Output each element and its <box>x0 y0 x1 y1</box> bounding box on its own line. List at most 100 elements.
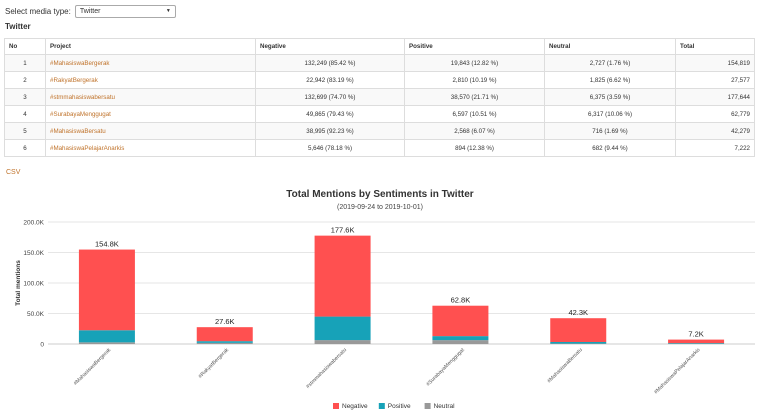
chevron-down-icon: ▼ <box>165 8 171 14</box>
cell-no: 6 <box>4 139 46 157</box>
project-link[interactable]: #SurabayaMenggugat <box>45 105 256 123</box>
column-header-project[interactable]: Project <box>45 38 256 55</box>
column-header-negative[interactable]: Negative <box>255 38 405 55</box>
sentiment-table: No Project Negative Positive Neutral Tot… <box>4 38 755 157</box>
bar-total-label: 177.6K <box>331 226 355 235</box>
legend-swatch-negative <box>333 403 339 409</box>
bar-negative <box>196 327 253 342</box>
project-link[interactable]: #MahasiswaBersatu <box>45 122 256 140</box>
column-header-no[interactable]: No <box>4 38 46 55</box>
x-axis: #MahasiswaBergerak #RakyatBergerak #stmmah… <box>73 347 702 396</box>
chart-legend: Negative Positive Neutral <box>333 403 455 410</box>
table-row: 4 #SurabayaMenggugat 49,865 (79.43 %) 6,… <box>4 105 755 123</box>
media-type-selector: Select media type: Twitter ▼ <box>5 4 176 18</box>
bar-positive <box>668 343 725 344</box>
cell-total: 177,644 <box>675 88 755 106</box>
x-tick-label: #stmmahasiswabersatu <box>305 347 348 390</box>
bar-negative <box>432 305 489 337</box>
bar-negative <box>550 318 607 342</box>
project-link[interactable]: #RakyatBergerak <box>45 71 256 89</box>
y-axis-label: Total mentions <box>15 260 22 306</box>
project-link[interactable]: #MahasiswaBergerak <box>45 54 256 72</box>
x-tick-label: #MahasiswaBersatu <box>546 347 583 384</box>
bar-total-label: 7.2K <box>688 330 703 339</box>
cell-negative: 38,995 (92.23 %) <box>255 122 405 140</box>
cell-neutral: 2,727 (1.76 %) <box>544 54 676 72</box>
cell-positive: 894 (12.38 %) <box>404 139 545 157</box>
bar-positive <box>432 336 489 341</box>
bar-total-label: 62.8K <box>451 296 471 305</box>
csv-download-link[interactable]: CSV <box>6 169 21 176</box>
cell-total: 7,222 <box>675 139 755 157</box>
y-tick-label: 50.0K <box>27 311 45 318</box>
legend-swatch-positive <box>378 403 385 409</box>
cell-neutral: 6,317 (10.06 %) <box>544 105 676 123</box>
cell-total: 27,577 <box>675 71 755 89</box>
x-tick-label: #MahasiswaBergerak <box>73 347 113 387</box>
bar-negative <box>668 339 725 344</box>
table-row: 1 #MahasiswaBergerak 132,249 (85.42 %) 1… <box>4 54 755 72</box>
chart-subtitle: (2019-09-24 to 2019-10-01) <box>336 204 423 211</box>
bar-positive <box>78 330 135 343</box>
cell-no: 4 <box>4 105 46 123</box>
x-tick-label: #MahasiswaPelajarAnarkis <box>653 347 702 396</box>
bar-total-label: 27.6K <box>215 317 235 326</box>
cell-no: 1 <box>4 54 46 72</box>
cell-neutral: 6,375 (3.59 %) <box>544 88 676 106</box>
cell-negative: 22,942 (83.19 %) <box>255 71 405 89</box>
y-tick-label: 100.0K <box>23 281 44 288</box>
chart-gridlines <box>48 221 755 345</box>
legend-label-negative: Negative <box>342 403 368 410</box>
cell-total: 42,279 <box>675 122 755 140</box>
table-row: 6 #MahasiswaPelajarAnarkis 5,646 (78.18 … <box>4 139 755 157</box>
bar-neutral <box>78 342 135 344</box>
cell-negative: 5,646 (78.18 %) <box>255 139 405 157</box>
table-row: 3 #stmmahasiswabersatu 132,699 (74.70 %)… <box>4 88 755 106</box>
cell-negative: 132,699 (74.70 %) <box>255 88 405 106</box>
cell-positive: 2,810 (10.19 %) <box>404 71 545 89</box>
cell-total: 62,779 <box>675 105 755 123</box>
media-type-dropdown[interactable]: Twitter ▼ <box>74 4 176 18</box>
column-header-total[interactable]: Total <box>675 38 755 55</box>
table-row: 5 #MahasiswaBersatu 38,995 (92.23 %) 2,5… <box>4 122 755 140</box>
bar-neutral <box>314 340 371 344</box>
y-tick-label: 200.0K <box>23 220 44 227</box>
table-header-row: No Project Negative Positive Neutral Tot… <box>4 38 755 55</box>
cell-negative: 49,865 (79.43 %) <box>255 105 405 123</box>
cell-positive: 19,843 (12.82 %) <box>404 54 545 72</box>
bar-neutral <box>196 342 253 344</box>
column-header-neutral[interactable]: Neutral <box>544 38 676 55</box>
sentiment-bar-chart: 0 50.0K 100.0K 150.0K 200.0K Total mentions 1… <box>15 220 755 410</box>
y-tick-label: 0 <box>40 342 44 349</box>
project-link[interactable]: #MahasiswaPelajarAnarkis <box>45 139 256 157</box>
section-title: Twitter <box>5 22 31 31</box>
cell-no: 5 <box>4 122 46 140</box>
cell-positive: 2,568 (6.07 %) <box>404 122 545 140</box>
x-tick-label: #RakyatBergerak <box>198 347 231 380</box>
legend-swatch-neutral <box>424 403 431 409</box>
project-link[interactable]: #stmmahasiswabersatu <box>45 88 256 106</box>
chart-bars: 154.8K 27.6K 177.6K 62.8K 42.3K 7.2K <box>78 226 725 344</box>
bar-positive <box>550 341 607 344</box>
cell-neutral: 1,825 (6.62 %) <box>544 71 676 89</box>
cell-no: 2 <box>4 71 46 89</box>
cell-positive: 6,597 (10.51 %) <box>404 105 545 123</box>
legend-label-positive: Positive <box>388 403 411 410</box>
bar-total-label: 42.3K <box>568 308 588 317</box>
bar-positive <box>314 316 371 341</box>
bar-total-label: 154.8K <box>95 240 119 249</box>
y-tick-label: 150.0K <box>23 250 44 257</box>
x-tick-label: #SurabayaMenggugat <box>425 347 466 388</box>
column-header-positive[interactable]: Positive <box>404 38 545 55</box>
legend-label-neutral: Neutral <box>434 403 456 410</box>
cell-total: 154,819 <box>675 54 755 72</box>
y-axis: 0 50.0K 100.0K 150.0K 200.0K Total mentions <box>15 220 45 349</box>
cell-neutral: 682 (9.44 %) <box>544 139 676 157</box>
cell-negative: 132,249 (85.42 %) <box>255 54 405 72</box>
cell-positive: 38,570 (21.71 %) <box>404 88 545 106</box>
bar-negative <box>78 249 135 331</box>
bar-negative <box>314 235 371 317</box>
bar-positive <box>196 341 253 343</box>
table-row: 2 #RakyatBergerak 22,942 (83.19 %) 2,810… <box>4 71 755 89</box>
media-type-label: Select media type: <box>5 6 71 16</box>
